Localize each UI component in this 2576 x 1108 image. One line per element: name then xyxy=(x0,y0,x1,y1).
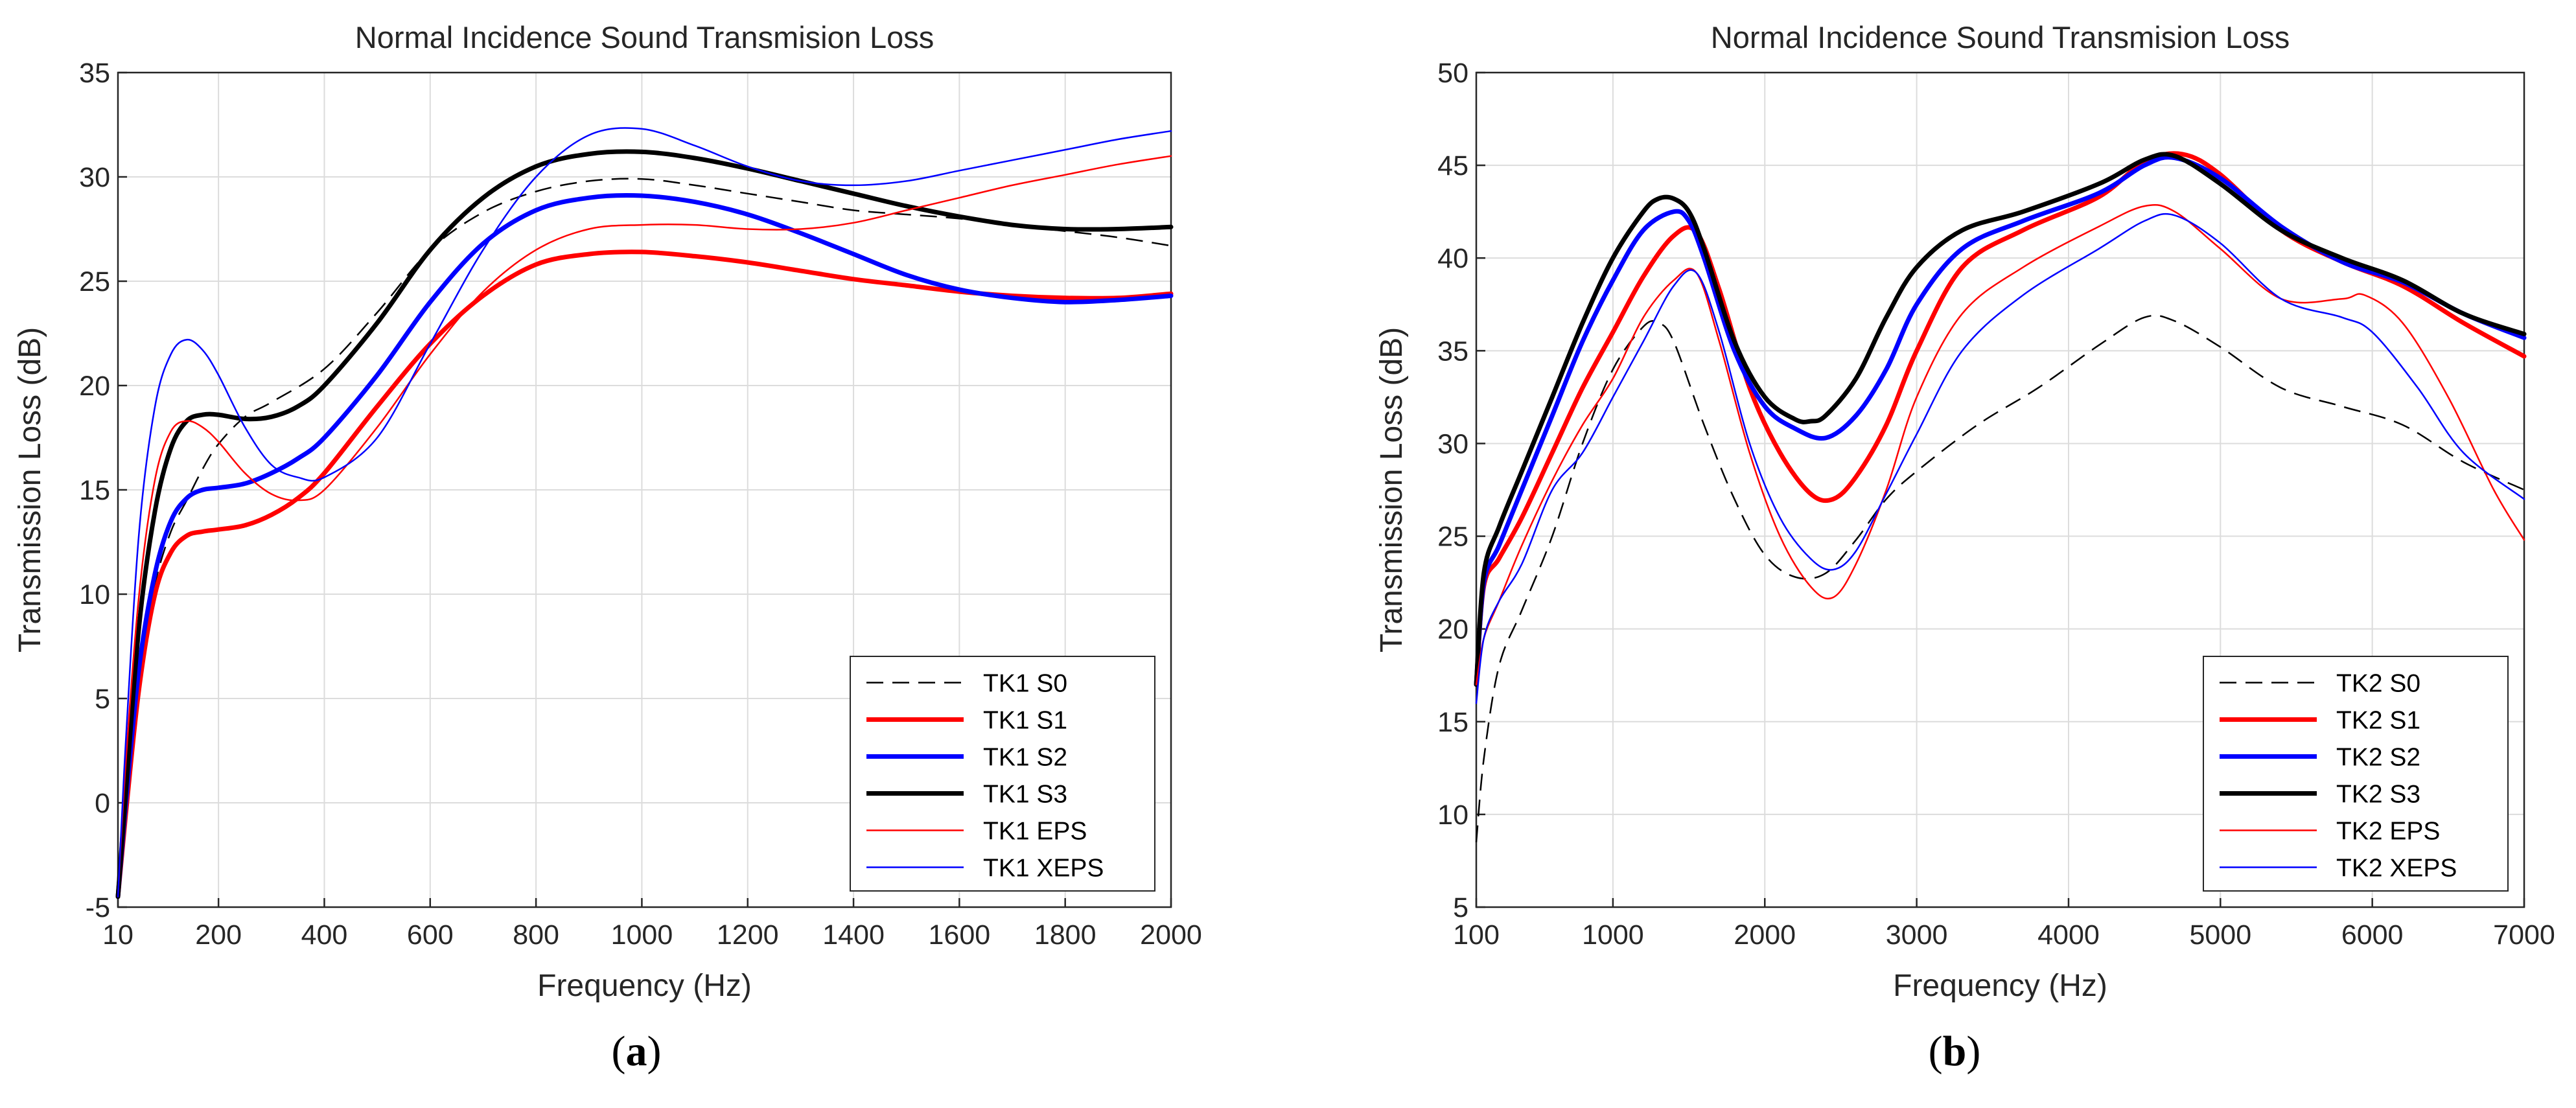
x-tick-label: 1000 xyxy=(1582,919,1644,951)
series-lines-a xyxy=(115,127,1174,899)
series-line-tk2-s3 xyxy=(1474,152,2527,687)
plot-frame-b xyxy=(1475,71,2525,908)
y-tick-label: -5 xyxy=(86,892,110,923)
x-tick-label: 6000 xyxy=(2341,919,2404,951)
legend-b: TK2 S0 TK2 S1 TK2 S2 TK2 S3 TK2 EPS TK2 XEPS xyxy=(2203,656,2509,892)
y-ticks-a: -5 0 5 10 15 20 25 30 35 xyxy=(79,58,127,923)
x-axis-label-a: Frequency (Hz) xyxy=(537,969,752,1003)
y-tick-label: 35 xyxy=(1437,336,1468,367)
y-tick-label: 20 xyxy=(79,371,110,402)
legend-box xyxy=(2203,656,2509,892)
series-lines-b xyxy=(1474,151,2527,842)
series-line-tk1-s3 xyxy=(115,149,1174,899)
legend-entry: TK2 S1 xyxy=(2336,707,2420,735)
y-tick-label: 35 xyxy=(79,58,110,89)
x-tick-label: 2000 xyxy=(1734,919,1796,951)
x-tick-label: 1000 xyxy=(611,919,673,951)
series-line-tk2-s0 xyxy=(1475,314,2525,842)
legend-entry: TK1 S2 xyxy=(983,744,1067,772)
y-tick-label: 10 xyxy=(1437,800,1468,831)
x-ticks-b: 100 1000 2000 3000 4000 5000 6000 7000 xyxy=(1453,898,2555,951)
panel-b-caption-label: b xyxy=(1942,1028,1967,1075)
x-tick-label: 1400 xyxy=(822,919,885,951)
chart-panel-b: 100 1000 2000 3000 4000 5000 6000 7000 5 10 15 20 25… xyxy=(1288,0,2576,1108)
legend-entry: TK1 S3 xyxy=(983,781,1067,809)
panel-a-caption-label: a xyxy=(625,1028,647,1075)
y-tick-label: 15 xyxy=(1437,707,1468,738)
panel-b-caption: (b) xyxy=(1928,1028,1981,1075)
x-tick-label: 4000 xyxy=(2037,919,2100,951)
x-ticks-a: 10 200 400 600 800 1000 1200 1400 1600 1800 2000 xyxy=(102,898,1202,951)
x-tick-label: 10 xyxy=(102,919,133,951)
series-line-tk2-s2 xyxy=(1474,155,2527,687)
panel-a-caption: (a) xyxy=(611,1028,662,1075)
series-line-tk1-xeps xyxy=(117,127,1172,898)
y-tick-label: 5 xyxy=(95,684,110,715)
y-ticks-b: 5 10 15 20 25 30 35 40 45 50 xyxy=(1437,58,1485,923)
series-line-tk2-s1 xyxy=(1474,151,2527,687)
legend-entry: TK1 EPS xyxy=(983,818,1087,846)
series-line-tk2-xeps xyxy=(1475,213,2525,704)
legend-entry: TK2 S2 xyxy=(2336,744,2420,772)
x-axis-label-b: Frequency (Hz) xyxy=(1893,969,2107,1003)
x-tick-label: 800 xyxy=(513,919,559,951)
y-tick-label: 5 xyxy=(1453,892,1468,923)
y-tick-label: 30 xyxy=(79,162,110,193)
legend-entry: TK2 S3 xyxy=(2336,781,2420,809)
y-axis-label-b: Transmission Loss (dB) xyxy=(1375,327,1409,652)
legend-a: TK1 S0 TK1 S1 TK1 S2 TK1 S3 TK1 EPS TK1 XEPS xyxy=(850,656,1155,892)
series-line-tk2-eps xyxy=(1475,204,2525,686)
series-line-tk1-eps xyxy=(117,155,1172,898)
chart-b-svg: 100 1000 2000 3000 4000 5000 6000 7000 5 10 15 20 25… xyxy=(1375,20,2555,1003)
legend-entry: TK2 XEPS xyxy=(2336,855,2457,883)
x-tick-label: 3000 xyxy=(1886,919,1948,951)
x-tick-label: 1200 xyxy=(717,919,779,951)
x-tick-label: 2000 xyxy=(1140,919,1202,951)
x-tick-label: 600 xyxy=(407,919,454,951)
legend-entry: TK1 S1 xyxy=(983,707,1067,735)
x-tick-label: 400 xyxy=(301,919,348,951)
y-tick-label: 50 xyxy=(1437,58,1468,89)
legend-box xyxy=(850,656,1155,892)
x-tick-label: 1600 xyxy=(929,919,991,951)
chart-title-b: Normal Incidence Sound Transmision Loss xyxy=(1711,20,2290,54)
y-tick-label: 25 xyxy=(79,266,110,297)
series-line-tk1-s2 xyxy=(115,192,1174,899)
chart-title-a: Normal Incidence Sound Transmision Loss xyxy=(355,20,934,54)
chart-a-svg: 10 200 400 600 800 1000 1200 1400 1600 1800 2000-5… xyxy=(13,20,1202,1003)
y-tick-label: 40 xyxy=(1437,243,1468,274)
legend-entry: TK1 S0 xyxy=(983,670,1067,698)
legend-entry: TK2 S0 xyxy=(2336,670,2420,698)
x-tick-label: 7000 xyxy=(2493,919,2555,951)
legend-entry: TK2 EPS xyxy=(2336,818,2440,846)
y-tick-label: 0 xyxy=(95,788,110,819)
x-tick-label: 200 xyxy=(195,919,242,951)
series-line-tk1-s1 xyxy=(115,249,1174,899)
y-tick-label: 15 xyxy=(79,475,110,506)
y-tick-label: 25 xyxy=(1437,522,1468,553)
y-tick-label: 45 xyxy=(1437,150,1468,181)
x-tick-label: 5000 xyxy=(2189,919,2251,951)
gridlines-a xyxy=(118,73,1171,907)
x-tick-label: 1800 xyxy=(1034,919,1097,951)
y-tick-label: 20 xyxy=(1437,614,1468,645)
x-tick-label: 100 xyxy=(1453,919,1500,951)
y-axis-label-a: Transmission Loss (dB) xyxy=(13,327,47,652)
chart-panel-a: 10 200 400 600 800 1000 1200 1400 1600 1800 2000 -5… xyxy=(13,20,1202,1075)
y-tick-label: 30 xyxy=(1437,428,1468,459)
legend-entry: TK1 XEPS xyxy=(983,855,1104,883)
y-tick-label: 10 xyxy=(79,579,110,610)
series-line-tk1-s0 xyxy=(117,178,1172,897)
